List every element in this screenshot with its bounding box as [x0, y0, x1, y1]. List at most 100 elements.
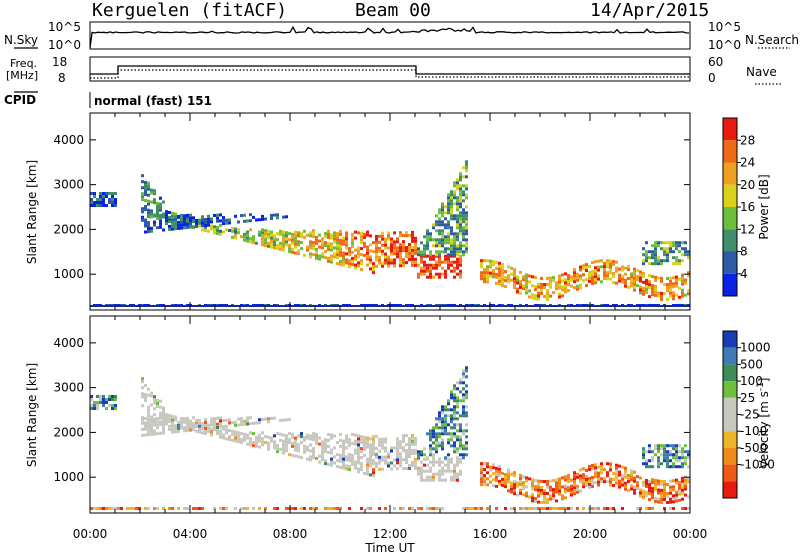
data-cell [183, 507, 186, 510]
data-cell [654, 244, 657, 248]
data-cell [483, 268, 486, 272]
data-cell [483, 274, 486, 278]
data-cell [423, 247, 426, 251]
data-cell [666, 253, 669, 257]
data-cell [309, 246, 312, 250]
data-cell [180, 226, 183, 230]
data-cell [459, 390, 462, 394]
data-cell [99, 204, 102, 207]
data-cell [327, 244, 330, 248]
data-cell [621, 268, 624, 272]
data-cell [549, 276, 552, 280]
data-cell [210, 430, 213, 434]
data-cell [399, 443, 402, 447]
data-cell [588, 270, 591, 274]
velocity-colorbar-label-close: ] [757, 378, 771, 383]
data-cell [396, 237, 399, 241]
data-cell [663, 250, 666, 254]
data-cell [462, 453, 465, 457]
data-cell [141, 198, 144, 202]
data-cell [609, 268, 612, 272]
data-cell [348, 262, 351, 266]
data-cell [165, 213, 168, 217]
data-cell [354, 263, 357, 267]
data-cell [303, 507, 306, 510]
data-cell [213, 507, 216, 510]
data-cell [582, 479, 585, 483]
data-cell [408, 243, 411, 246]
data-cell [636, 481, 639, 485]
data-cell [678, 295, 681, 299]
data-cell [675, 275, 678, 279]
data-cell [141, 192, 144, 196]
data-cell [525, 282, 528, 286]
data-cell [513, 271, 516, 275]
data-cell [141, 180, 144, 184]
data-cell [645, 279, 648, 282]
data-cell [558, 480, 561, 484]
data-cell [381, 437, 384, 441]
data-cell [432, 447, 435, 451]
data-cell [210, 420, 213, 424]
data-cell [378, 455, 381, 459]
data-cell [684, 481, 687, 485]
data-cell [429, 253, 432, 257]
data-cell [273, 446, 276, 450]
data-cell [390, 258, 393, 262]
data-cell [225, 428, 228, 432]
data-cell [594, 466, 597, 470]
data-cell [417, 466, 420, 470]
data-cell [687, 507, 690, 510]
data-cell [351, 235, 354, 239]
data-cell [435, 241, 438, 245]
data-cell [294, 448, 297, 452]
data-cell [441, 229, 444, 233]
data-cell [513, 489, 516, 493]
data-cell [351, 250, 354, 254]
data-cell [345, 455, 348, 459]
data-cell [501, 277, 504, 281]
data-cell [114, 204, 117, 207]
data-cell [102, 401, 105, 404]
data-cell [681, 294, 684, 298]
data-cell [576, 278, 579, 282]
data-cell [303, 235, 306, 239]
data-cell [459, 184, 462, 188]
data-cell [483, 462, 486, 466]
data-cell [585, 484, 588, 487]
data-cell [459, 175, 462, 179]
data-cell [246, 419, 249, 423]
data-cell [465, 193, 468, 197]
data-cell [438, 475, 441, 479]
data-cell [432, 435, 435, 439]
data-cell [459, 223, 462, 227]
data-cell [405, 231, 408, 235]
data-cell [186, 419, 189, 423]
ytick-label: 4000 [53, 133, 84, 147]
data-cell [642, 292, 645, 296]
data-cell [159, 422, 162, 426]
data-cell [240, 214, 243, 218]
data-cell [459, 220, 462, 224]
data-cell [624, 272, 627, 276]
data-cell [147, 393, 150, 397]
data-cell [330, 233, 333, 237]
data-cell [426, 232, 429, 236]
data-cell [126, 507, 129, 510]
data-cell [609, 265, 612, 269]
data-cell [267, 444, 270, 448]
data-cell [432, 472, 435, 476]
data-cell [447, 399, 450, 403]
data-cell [642, 489, 645, 493]
data-cell [345, 464, 348, 468]
data-cell [486, 465, 489, 469]
data-cell [213, 420, 216, 423]
data-cell [210, 427, 213, 431]
data-cell [564, 490, 567, 494]
colorbar-tick-label: -100 [740, 424, 767, 438]
data-cell [324, 244, 327, 248]
data-cell [375, 258, 378, 262]
data-cell [435, 250, 438, 254]
data-cell [372, 468, 375, 472]
data-cell [423, 266, 426, 270]
